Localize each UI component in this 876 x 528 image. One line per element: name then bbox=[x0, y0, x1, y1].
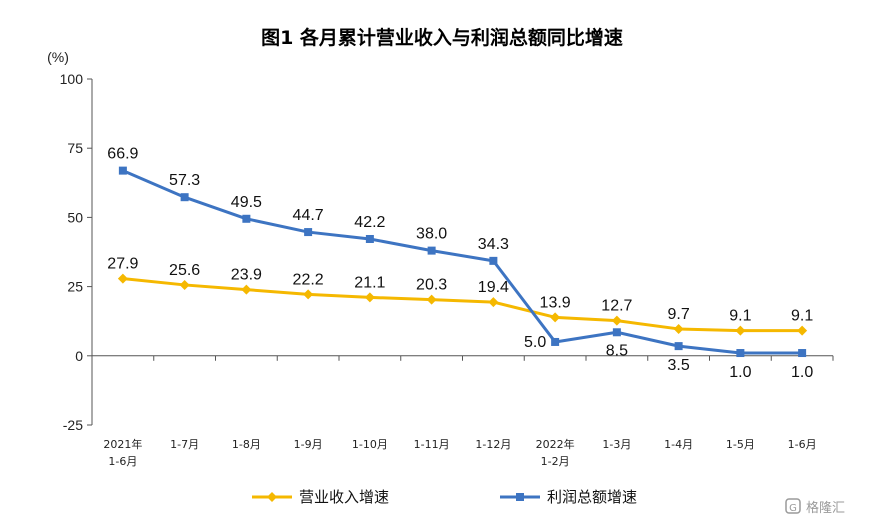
x-tick-label: 1-8月 bbox=[232, 438, 261, 451]
legend-item-profit: 利润总额增速 bbox=[500, 488, 637, 506]
x-tick-label: 1-5月 bbox=[726, 438, 755, 451]
data-point bbox=[242, 214, 251, 223]
data-label: 38.0 bbox=[416, 226, 447, 243]
x-tick-label: 1-10月 bbox=[352, 438, 388, 451]
legend-label: 利润总额增速 bbox=[547, 488, 637, 506]
data-label: 9.1 bbox=[729, 308, 751, 325]
data-label: 5.0 bbox=[524, 334, 546, 351]
data-label: 57.3 bbox=[169, 172, 200, 189]
data-label: 19.4 bbox=[478, 279, 509, 296]
data-point bbox=[516, 493, 524, 501]
data-label: 9.1 bbox=[791, 308, 813, 325]
watermark-text: 格隆汇 bbox=[806, 500, 845, 516]
x-tick-label: 1-4月 bbox=[664, 438, 693, 451]
x-tick-label: 1-7月 bbox=[170, 438, 199, 451]
data-point bbox=[267, 492, 277, 502]
data-point bbox=[364, 292, 375, 303]
y-tick-label: -25 bbox=[63, 417, 83, 433]
series-layer bbox=[117, 166, 808, 358]
y-tick-label: 75 bbox=[67, 140, 83, 156]
data-point bbox=[365, 234, 374, 243]
x-tick-label: 1-9月 bbox=[294, 438, 323, 451]
data-point bbox=[673, 323, 684, 334]
series-profit bbox=[118, 166, 807, 358]
y-tick-label: 25 bbox=[67, 279, 83, 295]
y-axis-ticks: 100 75 50 25 0 -25 bbox=[60, 71, 92, 433]
data-point bbox=[489, 256, 498, 265]
data-label: 44.7 bbox=[293, 207, 324, 224]
data-point bbox=[179, 279, 190, 290]
data-point bbox=[426, 294, 437, 305]
data-label: 34.3 bbox=[478, 236, 509, 253]
chart-title: 图1 各月累计营业收入与利润总额同比增速 bbox=[261, 26, 623, 49]
data-point bbox=[117, 273, 128, 284]
data-label: 12.7 bbox=[601, 298, 632, 315]
data-labels: 27.9 25.6 23.9 22.2 21.1 20.3 19.4 13.9 12.7 9.7 9… bbox=[107, 146, 813, 381]
series-line bbox=[122, 169, 803, 355]
data-label: 27.9 bbox=[107, 256, 138, 273]
data-point bbox=[303, 289, 314, 300]
series-revenue bbox=[117, 273, 808, 336]
y-tick-label: 50 bbox=[67, 209, 83, 225]
x-tick-label: 2021年 bbox=[103, 437, 142, 451]
y-tick-label: 0 bbox=[75, 348, 83, 364]
data-label: 42.2 bbox=[354, 214, 385, 231]
data-label: 9.7 bbox=[668, 306, 690, 323]
x-tick-label: 1-12月 bbox=[475, 438, 511, 451]
data-point bbox=[427, 246, 436, 255]
glh-logo-icon: G bbox=[785, 498, 801, 514]
data-label: 3.5 bbox=[668, 357, 690, 374]
data-label: 23.9 bbox=[231, 267, 262, 284]
data-label: 1.0 bbox=[791, 364, 813, 381]
x-tick-label: 1-6月 bbox=[108, 455, 137, 468]
data-point bbox=[735, 325, 746, 336]
data-label: 21.1 bbox=[354, 274, 385, 291]
y-tick-label: 100 bbox=[60, 71, 84, 87]
y-axis-unit: (%) bbox=[47, 49, 69, 65]
series-line bbox=[122, 277, 803, 333]
data-label: 49.5 bbox=[231, 194, 262, 211]
data-point bbox=[612, 328, 621, 337]
data-label: 8.5 bbox=[606, 342, 628, 359]
x-tick-label: 1-3月 bbox=[602, 438, 631, 451]
data-point bbox=[180, 193, 189, 202]
svg-text:G: G bbox=[789, 503, 797, 514]
legend-label: 营业收入增速 bbox=[299, 488, 389, 506]
data-point bbox=[551, 337, 560, 346]
data-label: 66.9 bbox=[107, 146, 138, 163]
data-point bbox=[488, 297, 499, 308]
watermark: G 格隆汇 bbox=[785, 498, 845, 516]
data-label: 1.0 bbox=[729, 364, 751, 381]
data-point bbox=[797, 325, 808, 336]
data-point bbox=[611, 315, 622, 326]
data-point bbox=[736, 349, 745, 358]
data-label: 25.6 bbox=[169, 262, 200, 279]
data-label: 22.2 bbox=[293, 271, 324, 288]
data-point bbox=[798, 349, 807, 358]
legend-item-revenue: 营业收入增速 bbox=[252, 488, 389, 506]
data-point bbox=[674, 342, 683, 351]
data-point bbox=[241, 284, 252, 295]
legend: 营业收入增速 利润总额增速 bbox=[252, 488, 637, 506]
data-point bbox=[550, 312, 561, 323]
x-tick-label: 1-6月 bbox=[788, 438, 817, 451]
data-point bbox=[304, 228, 313, 237]
data-point bbox=[118, 166, 127, 175]
x-axis-ticks: 2021年 1-6月 1-7月 1-8月 1-9月 1-10月 1-11月 1-12月 2022… bbox=[91, 355, 834, 468]
data-label: 13.9 bbox=[540, 294, 571, 311]
x-tick-label: 2022年 bbox=[536, 437, 575, 451]
axes bbox=[91, 79, 833, 425]
x-tick-label: 1-11月 bbox=[414, 438, 450, 451]
x-tick-label: 1-2月 bbox=[541, 455, 570, 468]
data-label: 20.3 bbox=[416, 277, 447, 294]
